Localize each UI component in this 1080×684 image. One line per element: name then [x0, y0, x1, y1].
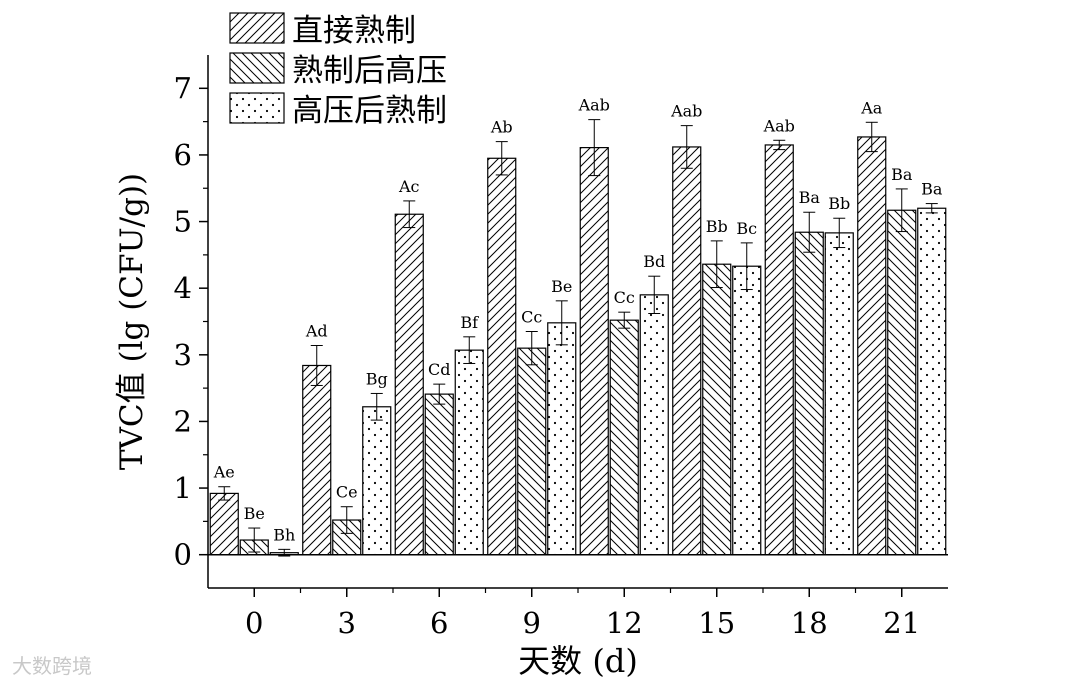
x-tick-label: 18 [791, 606, 828, 640]
bar [394, 213, 424, 556]
bar [639, 294, 669, 556]
significance-label: Be [244, 504, 265, 523]
x-tick-label: 3 [338, 606, 356, 640]
bar [517, 347, 547, 556]
y-tick-label: 6 [174, 138, 192, 172]
y-tick-label: 5 [174, 205, 192, 239]
significance-label: Ae [213, 463, 235, 482]
significance-label: Cc [521, 307, 542, 326]
significance-label: Bd [643, 252, 665, 271]
y-tick-label: 0 [174, 538, 192, 572]
bar [917, 207, 947, 556]
bar [824, 232, 854, 556]
significance-label: Ba [921, 180, 943, 199]
significance-label: Bb [828, 194, 850, 213]
significance-label: Ce [336, 483, 358, 502]
bar [764, 144, 794, 556]
bar [609, 319, 639, 556]
y-tick-label: 4 [174, 271, 192, 305]
bar [702, 263, 732, 556]
x-tick-label: 12 [606, 606, 643, 640]
legend-label: 高压后熟制 [292, 93, 447, 129]
significance-label: Aab [763, 116, 795, 135]
x-tick-label: 15 [698, 606, 735, 640]
y-axis-label: TVC值 (lg (CFU/g)) [114, 173, 150, 470]
x-tick-label: 9 [523, 606, 541, 640]
significance-label: Aab [670, 102, 702, 121]
x-tick-label: 21 [883, 606, 920, 640]
significance-label: Be [551, 277, 572, 296]
bar [454, 349, 484, 556]
significance-label: Ac [398, 177, 420, 196]
x-axis-label: 天数 (d) [518, 642, 638, 680]
significance-label: Ba [891, 165, 913, 184]
x-tick-label: 0 [245, 606, 263, 640]
bar [487, 157, 517, 556]
significance-label: Bh [273, 525, 295, 544]
bar [362, 406, 392, 556]
legend-label: 熟制后高压 [292, 53, 447, 89]
bar [547, 322, 577, 556]
significance-label: Aa [860, 98, 883, 117]
legend-swatch [229, 12, 285, 44]
significance-label: Bb [706, 217, 728, 236]
significance-label: Cc [614, 288, 635, 307]
significance-label: Bg [366, 369, 388, 388]
significance-label: Bf [460, 313, 479, 332]
plot-area: 012345670AeBeBh3AdCeBg6AcCdBf9AbCcBe12Aa… [114, 55, 948, 680]
significance-label: Bc [736, 219, 757, 238]
bar [794, 231, 824, 556]
bar [732, 265, 762, 556]
y-tick-label: 7 [174, 71, 192, 105]
significance-label: Cd [428, 360, 450, 379]
significance-label: Aab [578, 96, 610, 115]
bar [302, 364, 332, 556]
legend-swatch [229, 52, 285, 84]
significance-label: Ad [305, 321, 328, 340]
legend-swatch [229, 92, 285, 124]
bar [672, 146, 702, 556]
y-tick-label: 2 [174, 404, 192, 438]
bar [209, 492, 239, 556]
bar [887, 209, 917, 556]
y-tick-label: 1 [174, 471, 192, 505]
legend-label: 直接熟制 [292, 13, 416, 49]
bar [424, 393, 454, 556]
y-tick-label: 3 [174, 338, 192, 372]
watermark-text: 大数跨境 [12, 654, 92, 678]
significance-label: Ab [490, 118, 513, 137]
bar [579, 147, 609, 556]
significance-label: Ba [799, 188, 821, 207]
x-tick-label: 6 [430, 606, 448, 640]
bar [857, 136, 887, 556]
